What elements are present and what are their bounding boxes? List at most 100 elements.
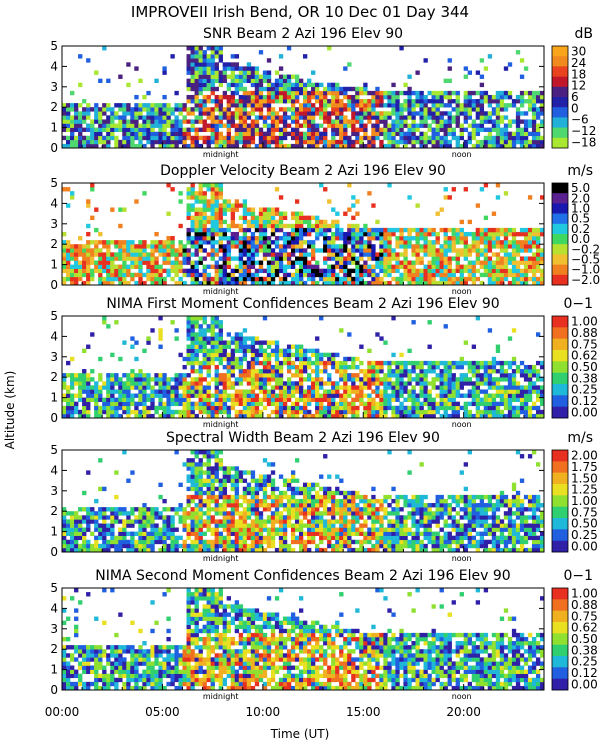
heatmap-cell xyxy=(399,139,404,145)
heatmap-cell xyxy=(118,401,123,407)
heatmap-cell xyxy=(391,316,396,321)
heatmap-cell xyxy=(282,99,288,104)
heatmap-cell xyxy=(523,227,529,233)
heatmap-cell xyxy=(483,139,489,145)
heatmap-cell xyxy=(270,94,276,100)
heatmap-cell xyxy=(447,111,452,116)
heatmap-cell xyxy=(347,268,352,274)
heatmap-cell xyxy=(327,103,332,108)
heatmap-cell xyxy=(355,131,360,137)
heatmap-cell xyxy=(290,211,296,216)
heatmap-cell xyxy=(170,320,175,325)
heatmap-cell xyxy=(110,123,115,128)
heatmap-cell xyxy=(511,139,517,145)
heatmap-cell xyxy=(339,401,344,407)
heatmap-cell xyxy=(218,215,223,221)
heatmap-cell xyxy=(419,272,424,278)
heatmap-cell xyxy=(415,94,420,100)
heatmap-cell xyxy=(262,123,268,128)
heatmap-cell xyxy=(463,401,468,407)
heatmap-cell xyxy=(459,377,464,382)
heatmap-cell xyxy=(298,377,304,382)
heatmap-cell xyxy=(455,107,460,112)
heatmap-cell xyxy=(134,66,139,71)
heatmap-cell xyxy=(535,409,541,415)
heatmap-cell xyxy=(138,78,143,84)
heatmap-cell xyxy=(298,248,304,253)
heatmap-cell xyxy=(403,115,408,120)
heatmap-cell xyxy=(82,413,87,419)
heatmap-cell xyxy=(218,94,223,100)
heatmap-cell xyxy=(355,377,360,382)
heatmap-cell xyxy=(463,248,468,253)
heatmap-cell xyxy=(307,348,312,354)
heatmap-cell xyxy=(447,389,452,394)
heatmap-cell xyxy=(455,90,460,96)
heatmap-cell xyxy=(294,401,300,407)
heatmap-cell xyxy=(323,381,328,386)
heatmap-cell xyxy=(122,264,127,269)
heatmap-cell xyxy=(86,223,91,229)
heatmap-cell xyxy=(194,280,199,286)
heatmap-cell xyxy=(327,381,332,386)
heatmap-cell xyxy=(250,240,256,245)
heatmap-cell xyxy=(471,393,477,398)
heatmap-cell xyxy=(511,377,517,382)
heatmap-cell xyxy=(507,377,513,382)
heatmap-cell xyxy=(174,103,179,108)
heatmap-cell xyxy=(331,356,336,362)
heatmap-cell xyxy=(391,143,396,149)
heatmap-cell xyxy=(250,256,256,261)
heatmap-cell xyxy=(403,276,408,282)
heatmap-cell xyxy=(266,360,272,366)
heatmap-cell xyxy=(327,223,332,229)
heatmap-cell xyxy=(351,373,356,378)
heatmap-cell xyxy=(303,231,308,237)
heatmap-cell xyxy=(351,111,356,116)
heatmap-cell xyxy=(339,236,344,241)
heatmap-cell xyxy=(503,231,509,237)
heatmap-cell xyxy=(202,135,207,141)
heatmap-cell xyxy=(335,389,340,394)
heatmap-cell xyxy=(230,405,236,411)
heatmap-cell xyxy=(214,199,219,204)
heatmap-cell xyxy=(411,131,416,137)
colorbar-label: 0.0 xyxy=(571,232,590,246)
heatmap-cell xyxy=(130,344,135,349)
heatmap-cell xyxy=(495,272,501,278)
heatmap-cell xyxy=(359,111,364,116)
heatmap-cell xyxy=(198,211,203,216)
heatmap-cell xyxy=(286,272,292,278)
heatmap-cell xyxy=(519,127,525,132)
heatmap-cell xyxy=(383,248,388,253)
heatmap-cell xyxy=(254,352,260,358)
heatmap-cell xyxy=(383,231,388,237)
colorbar-swatch xyxy=(552,244,568,255)
heatmap-cell xyxy=(411,369,416,374)
heatmap-cell xyxy=(174,377,179,382)
heatmap-cell xyxy=(298,215,304,221)
heatmap-cell xyxy=(315,352,320,358)
heatmap-cell xyxy=(98,231,103,237)
heatmap-cell xyxy=(431,131,436,137)
heatmap-cell xyxy=(78,381,83,386)
heatmap-cell xyxy=(222,227,227,233)
heatmap-cell xyxy=(443,393,448,398)
heatmap-cell xyxy=(363,103,368,108)
heatmap-cell xyxy=(391,381,396,386)
heatmap-cell xyxy=(335,143,340,149)
heatmap-cell xyxy=(62,111,67,116)
heatmap-cell xyxy=(423,252,428,257)
heatmap-cell xyxy=(371,111,376,116)
heatmap-cell xyxy=(523,369,529,374)
heatmap-cell xyxy=(395,264,400,269)
heatmap-cell xyxy=(294,211,300,216)
heatmap-cell xyxy=(419,99,424,104)
heatmap-cell xyxy=(242,240,248,245)
heatmap-cell xyxy=(327,123,332,128)
heatmap-cell xyxy=(343,103,348,108)
heatmap-cell xyxy=(391,111,396,116)
panel-4: Spectral Width Beam 2 Azi 196 Elev 90 m/s… xyxy=(50,430,597,563)
heatmap-cell xyxy=(262,78,268,84)
heatmap-cell xyxy=(535,231,541,237)
